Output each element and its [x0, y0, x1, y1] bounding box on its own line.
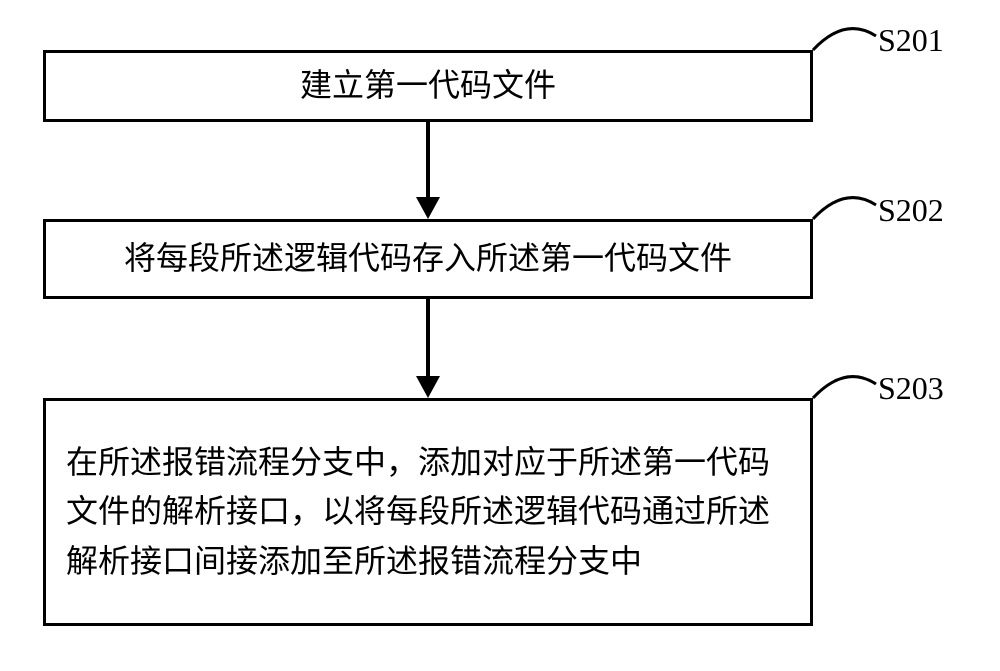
arrow-head-1 — [416, 197, 440, 219]
arrow-head-2 — [416, 376, 440, 398]
arrow-shaft-2 — [426, 299, 430, 376]
callout-s203 — [0, 0, 1000, 671]
flowchart-canvas: 建立第一代码文件 将每段所述逻辑代码存入所述第一代码文件 在所述报错流程分支中，… — [0, 0, 1000, 671]
arrow-shaft-1 — [426, 122, 430, 197]
